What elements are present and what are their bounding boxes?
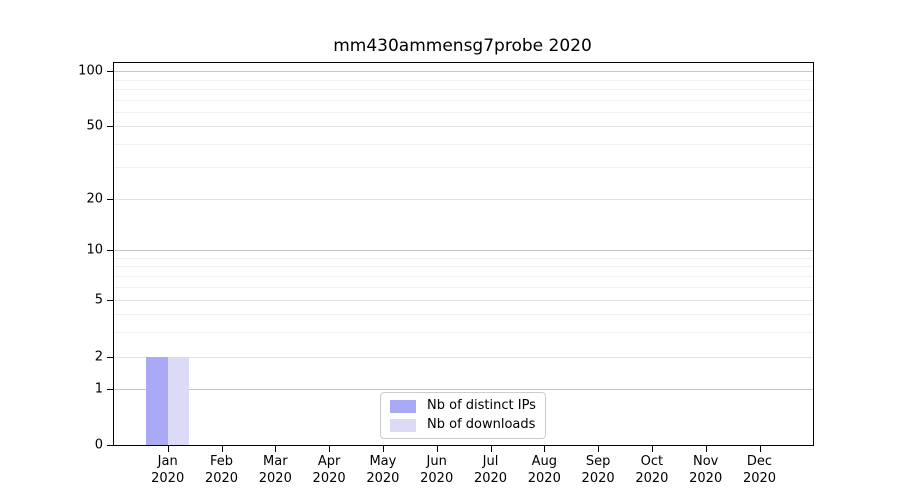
x-tick-month: Apr <box>317 454 341 469</box>
gridline-minor <box>114 331 813 333</box>
x-tick-mark <box>436 446 438 452</box>
y-tick-label: 50 <box>86 118 103 134</box>
chart-title: mm430ammensg7probe 2020 <box>333 36 592 56</box>
bar-nb-of-distinct-ips <box>145 357 168 445</box>
x-tick-label: Apr 2020 <box>313 453 346 487</box>
gridline-major <box>114 300 813 301</box>
x-tick-month: Oct <box>640 454 664 469</box>
gridline-major <box>114 71 813 73</box>
x-tick-year: 2020 <box>689 471 723 486</box>
gridline-minor <box>114 79 813 81</box>
y-tick-mark <box>107 198 113 200</box>
legend: Nb of distinct IPs Nb of downloads <box>380 392 546 439</box>
bar-nb-of-downloads <box>167 357 190 445</box>
x-tick-month: Feb <box>209 454 234 469</box>
x-tick-mark <box>759 446 761 452</box>
legend-item: Nb of downloads <box>390 417 536 433</box>
x-tick-year: 2020 <box>473 471 508 486</box>
x-tick-label: May 2020 <box>366 453 399 487</box>
x-tick-label: Feb 2020 <box>205 453 238 487</box>
x-tick-year: 2020 <box>312 471 346 486</box>
x-tick-mark <box>651 446 653 452</box>
x-tick-month: Dec <box>746 454 773 469</box>
y-tick-mark <box>107 445 113 446</box>
y-tick-mark <box>107 126 113 128</box>
gridline-minor <box>114 257 813 259</box>
gridline-minor <box>114 99 813 101</box>
x-tick-month: Jun <box>426 454 447 469</box>
x-tick-mark <box>221 446 223 452</box>
gridline-minor <box>114 143 813 145</box>
x-tick-year: 2020 <box>366 471 400 486</box>
gridline-minor <box>114 275 813 277</box>
x-tick-label: Nov 2020 <box>689 453 722 487</box>
x-tick-label: Oct 2020 <box>635 453 668 487</box>
plot-area: 0 1 2 5 10 20 50 100 Jan 2020 Feb 2020 Mar 2020 Apr 20… <box>78 62 814 486</box>
legend-item: Nb of distinct IPs <box>390 398 536 414</box>
x-tick-year: 2020 <box>527 471 561 486</box>
y-tick-mark <box>107 250 113 251</box>
y-tick-label: 20 <box>86 191 103 207</box>
gridline-major <box>114 198 813 200</box>
x-tick-mark <box>275 446 277 452</box>
x-tick-label: Jul 2020 <box>474 453 507 487</box>
x-tick-year: 2020 <box>204 471 239 486</box>
y-tick-label: 10 <box>86 242 103 258</box>
x-tick-mark <box>382 446 384 452</box>
x-tick-month: Jan <box>157 454 178 469</box>
y-tick-mark <box>107 357 113 358</box>
x-tick-year: 2020 <box>420 471 454 486</box>
x-tick-mark <box>329 446 331 452</box>
gridline-major <box>114 389 813 391</box>
gridline-major <box>114 250 813 251</box>
x-tick-month: Mar <box>263 454 288 469</box>
y-tick-mark <box>107 389 113 391</box>
x-tick-year: 2020 <box>742 471 777 486</box>
gridline-major <box>114 357 813 358</box>
x-tick-label: Dec 2020 <box>743 453 776 487</box>
x-tick-year: 2020 <box>258 471 292 486</box>
legend-label: Nb of distinct IPs <box>427 398 536 413</box>
x-tick-mark <box>705 446 707 452</box>
y-tick-label: 1 <box>94 381 103 397</box>
y-tick-label: 0 <box>94 437 103 453</box>
x-tick-year: 2020 <box>581 471 615 486</box>
gridline-major <box>114 126 813 128</box>
x-tick-label: Jan 2020 <box>151 453 184 487</box>
legend-swatch <box>390 399 416 413</box>
x-tick-label: Aug 2020 <box>528 453 561 487</box>
y-tick-label: 5 <box>94 292 103 308</box>
x-tick-month: Sep <box>585 454 611 469</box>
y-tick-mark <box>107 71 113 73</box>
x-tick-label: Jun 2020 <box>420 453 453 487</box>
x-tick-month: Aug <box>531 454 557 469</box>
x-tick-mark <box>167 446 169 452</box>
x-tick-year: 2020 <box>151 471 185 486</box>
gridline-minor <box>114 166 813 168</box>
gridline-minor <box>114 266 813 268</box>
gridline-minor <box>114 286 813 288</box>
x-tick-month: May <box>369 454 397 469</box>
x-tick-mark <box>490 446 492 452</box>
legend-swatch <box>390 418 416 432</box>
y-tick-mark <box>107 300 113 301</box>
gridline-minor <box>114 89 813 90</box>
x-tick-mark <box>544 446 546 452</box>
gridline-minor <box>114 111 813 113</box>
x-tick-label: Sep 2020 <box>582 453 615 487</box>
y-tick-label: 100 <box>78 63 103 79</box>
x-tick-month: Jul <box>482 454 499 469</box>
x-tick-year: 2020 <box>635 471 669 486</box>
legend-label: Nb of downloads <box>427 417 536 432</box>
x-tick-month: Nov <box>693 454 719 469</box>
gridline-minor <box>114 313 813 315</box>
x-tick-label: Mar 2020 <box>259 453 292 487</box>
x-tick-mark <box>598 446 600 452</box>
y-tick-label: 2 <box>94 349 103 365</box>
